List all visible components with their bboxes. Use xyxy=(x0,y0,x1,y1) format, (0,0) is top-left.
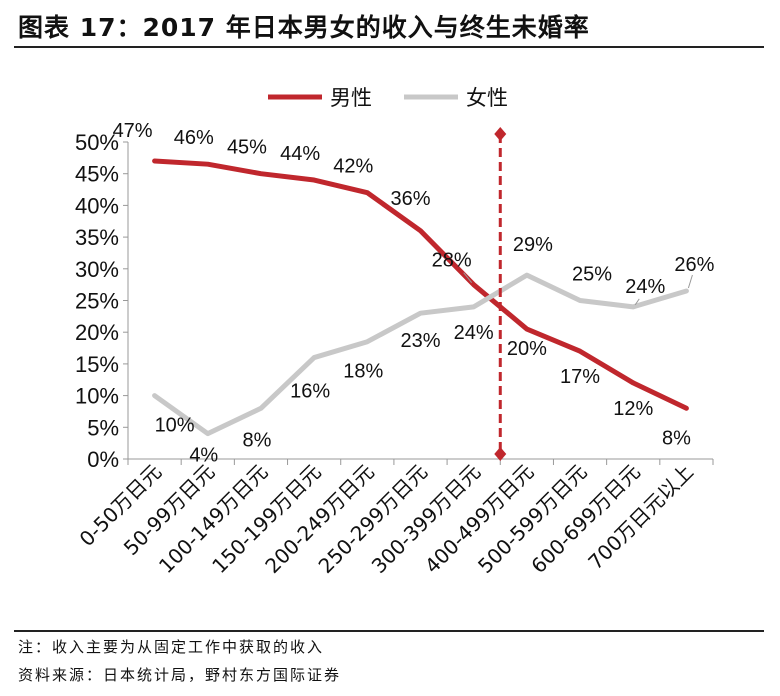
legend-label-male: 男性 xyxy=(330,86,372,110)
female-data-label: 16% xyxy=(290,381,330,403)
male-data-label: 8% xyxy=(662,427,691,449)
y-tick-label: 10% xyxy=(75,384,119,409)
y-tick-label: 20% xyxy=(75,320,119,345)
female-data-label: 26% xyxy=(674,254,714,276)
female-data-label: 4% xyxy=(189,445,218,467)
female-data-label: 8% xyxy=(243,429,272,451)
y-tick-label: 0% xyxy=(87,447,119,472)
y-tick-label: 35% xyxy=(75,225,119,250)
female-data-label: 10% xyxy=(155,415,195,437)
female-data-label: 25% xyxy=(572,264,612,286)
male-data-label: 46% xyxy=(174,127,214,149)
line-chart: 0%5%10%15%20%25%30%35%40%45%50%0-50万日元50… xyxy=(0,0,780,640)
female-data-label: 18% xyxy=(343,361,383,383)
y-tick-label: 5% xyxy=(87,415,119,440)
y-tick-label: 30% xyxy=(75,257,119,282)
male-data-label: 47% xyxy=(113,120,153,142)
label-leader-line xyxy=(688,275,692,288)
y-tick-label: 40% xyxy=(75,193,119,218)
female-data-label: 24% xyxy=(625,276,665,298)
male-data-label: 36% xyxy=(390,188,430,210)
legend-label-female: 女性 xyxy=(466,86,508,110)
vertical-marker-top-diamond xyxy=(494,127,506,141)
chart-note: 注：收入主要为从固定工作中获取的收入 xyxy=(18,636,324,657)
y-tick-label: 25% xyxy=(75,289,119,314)
y-tick-label: 15% xyxy=(75,352,119,377)
male-data-label: 44% xyxy=(280,143,320,165)
female-data-label: 29% xyxy=(513,234,553,256)
male-data-label: 28% xyxy=(432,250,472,272)
male-data-label: 17% xyxy=(560,366,600,388)
bottom-rule xyxy=(14,630,764,632)
male-data-label: 45% xyxy=(227,137,267,159)
male-data-label: 12% xyxy=(613,398,653,420)
y-tick-label: 45% xyxy=(75,162,119,187)
chart-source: 资料来源：日本统计局，野村东方国际证券 xyxy=(18,664,341,685)
male-data-label: 42% xyxy=(333,156,373,178)
male-data-label: 20% xyxy=(507,338,547,360)
female-series-line xyxy=(155,275,687,434)
female-data-label: 23% xyxy=(400,330,440,352)
female-data-label: 24% xyxy=(454,322,494,344)
